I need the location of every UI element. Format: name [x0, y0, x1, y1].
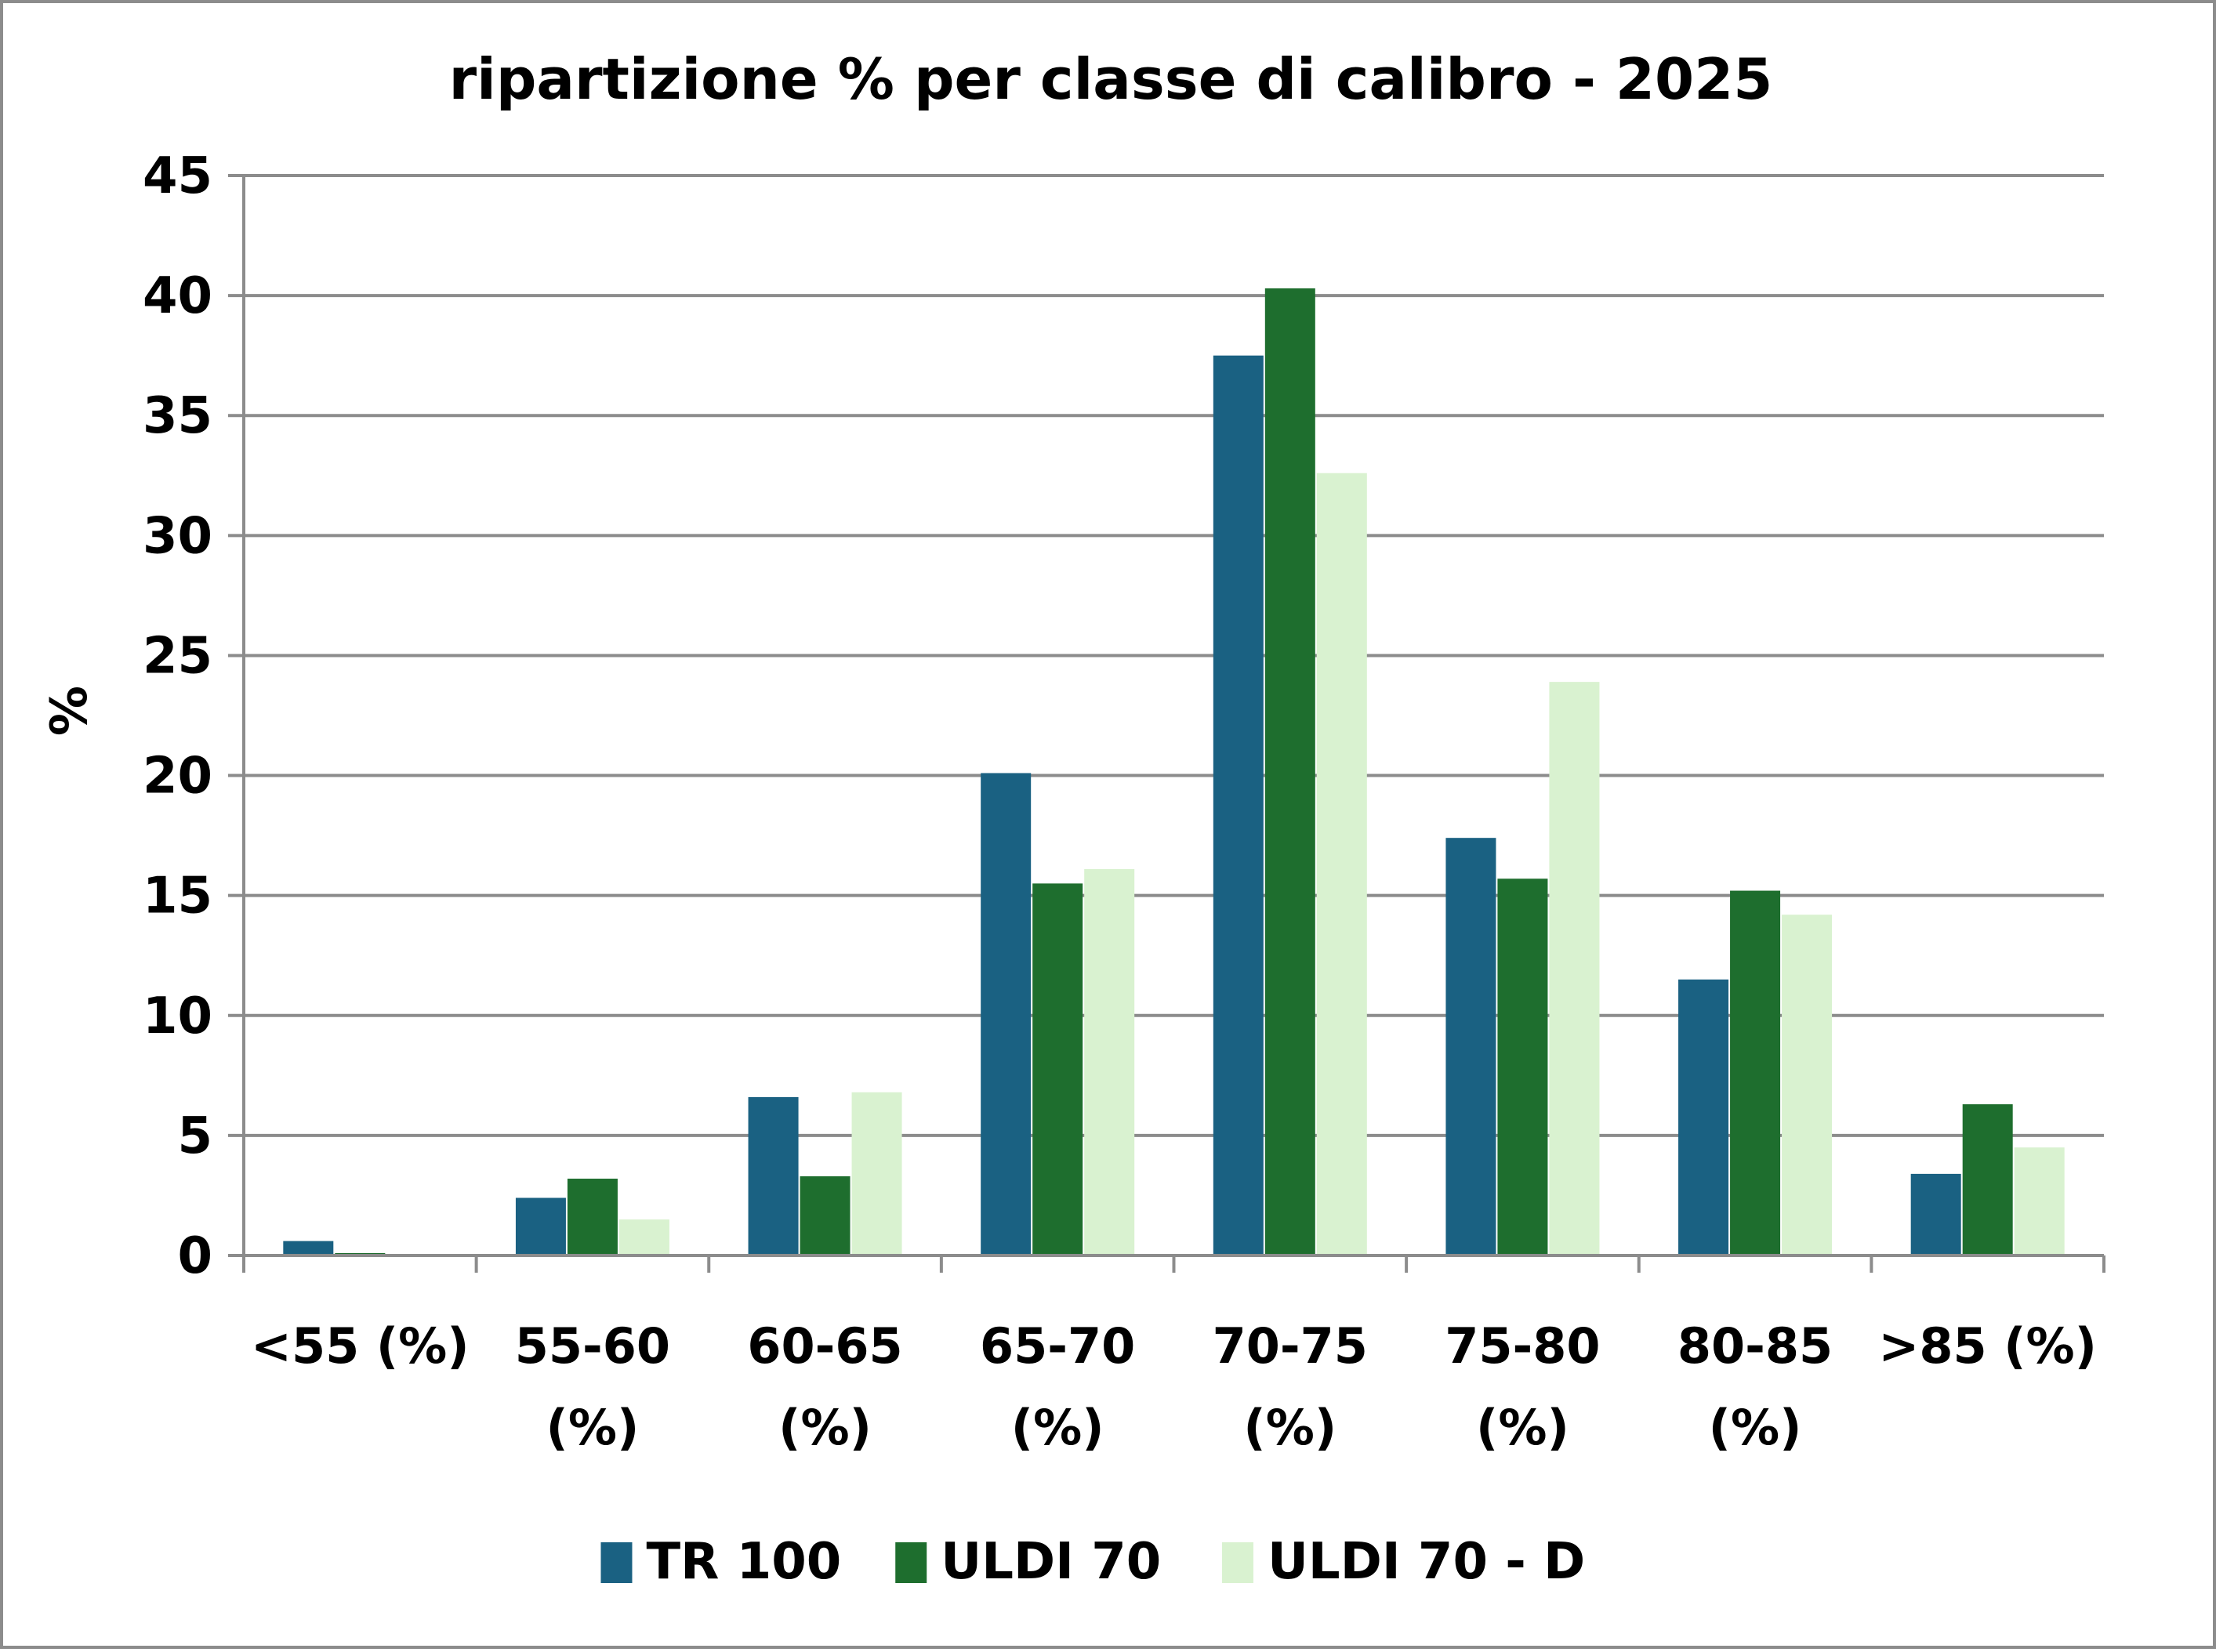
bar-uldi-70-65-70: ULDI 70: 15.5 — [1032, 883, 1083, 1255]
y-tick-labels: 0 5 10 15 20 25 30 35 40 45 — [143, 147, 212, 1285]
x-tick-label: >85 (%) — [1878, 1317, 2097, 1375]
bar-tr-100-70-75: TR 100: 37.5 — [1213, 355, 1264, 1256]
bar-uldi-70-d-55-60: ULDI 70 - D: 1.5 — [618, 1219, 669, 1255]
bar-uldi-70-85: ULDI 70: 6.3 — [1962, 1104, 2013, 1255]
bar-uldi-70-d-70-75: ULDI 70 - D: 32.6 — [1316, 473, 1367, 1255]
y-tick-label: 25 — [143, 627, 212, 685]
legend-swatch-tr-100 — [600, 1542, 633, 1583]
bar-uldi-70-55-60: ULDI 70: 3.2 — [567, 1179, 618, 1255]
gridlines — [244, 174, 2104, 1137]
x-tick-label: <55 (%) — [251, 1317, 470, 1375]
chart-title: ripartizione % per classe di calibro - 2… — [449, 46, 1773, 112]
bar-uldi-70-d-85: ULDI 70 - D: 4.5 — [2014, 1147, 2065, 1255]
bar-uldi-70-75-80: ULDI 70: 15.7 — [1497, 879, 1548, 1255]
x-tick-labels: <55 (%) 55-60 (%) 60-65 (%) 65-70 (%) 70-75 (%) 7… — [251, 1317, 2097, 1456]
y-tick-label: 0 — [177, 1227, 212, 1285]
axes — [228, 174, 2105, 1273]
y-tick-label: 20 — [143, 748, 212, 806]
bar-uldi-70-d-75-80: ULDI 70 - D: 23.9 — [1549, 682, 1600, 1255]
bar-uldi-70-d-65-70: ULDI 70 - D: 16.1 — [1084, 868, 1135, 1255]
bar-tr-100-85: TR 100: 3.4 — [1910, 1173, 1961, 1255]
x-tick-label: 60-65 (%) — [747, 1317, 902, 1456]
x-tick-label: 65-70 (%) — [980, 1317, 1135, 1456]
bar-uldi-70-70-75: ULDI 70: 40.3 — [1264, 288, 1315, 1255]
legend-swatch-uldi-70-d — [1221, 1542, 1253, 1583]
x-tick-label: 75-80 (%) — [1445, 1317, 1600, 1456]
bar-tr-100-60-65: TR 100: 6.6 — [748, 1096, 799, 1255]
bar-tr-100-55-60: TR 100: 2.4 — [515, 1197, 566, 1255]
x-tick-label: 80-85 (%) — [1677, 1317, 1833, 1456]
y-tick-label: 10 — [143, 987, 212, 1045]
bars: TR 100: 0.6ULDI 70: 0.1ULDI 70 - D: 0TR … — [283, 288, 2065, 1256]
y-tick-label: 5 — [177, 1107, 212, 1165]
bar-uldi-70-d-60-65: ULDI 70 - D: 6.8 — [851, 1092, 902, 1255]
bar-tr-100-80-85: TR 100: 11.5 — [1678, 979, 1729, 1255]
x-tick-label: 70-75 (%) — [1213, 1317, 1368, 1456]
bar-tr-100-75-80: TR 100: 17.4 — [1445, 838, 1496, 1255]
legend-swatch-uldi-70 — [895, 1542, 927, 1583]
legend-label-uldi-70-d: ULDI 70 - D — [1268, 1533, 1585, 1591]
bar-tr-100-55: TR 100: 0.6 — [283, 1241, 334, 1255]
bar-uldi-70-d-80-85: ULDI 70 - D: 14.2 — [1782, 915, 1833, 1255]
legend-label-uldi-70: ULDI 70 — [941, 1533, 1161, 1591]
y-tick-label: 30 — [143, 507, 212, 565]
legend: TR 100 ULDI 70 ULDI 70 - D — [600, 1533, 1585, 1591]
y-axis-label: % — [41, 686, 99, 736]
bar-uldi-70-60-65: ULDI 70: 3.3 — [800, 1176, 850, 1255]
y-tick-label: 45 — [143, 147, 212, 205]
x-tick-label: 55-60 (%) — [515, 1317, 670, 1456]
bar-chart: ripartizione % per classe di calibro - 2… — [41, 46, 2105, 1591]
y-tick-label: 15 — [143, 868, 212, 926]
y-tick-label: 40 — [143, 267, 212, 325]
legend-label-tr-100: TR 100 — [646, 1533, 841, 1591]
bar-tr-100-65-70: TR 100: 20.1 — [981, 773, 1032, 1255]
bar-uldi-70-80-85: ULDI 70: 15.2 — [1730, 890, 1781, 1255]
y-tick-label: 35 — [143, 387, 212, 445]
